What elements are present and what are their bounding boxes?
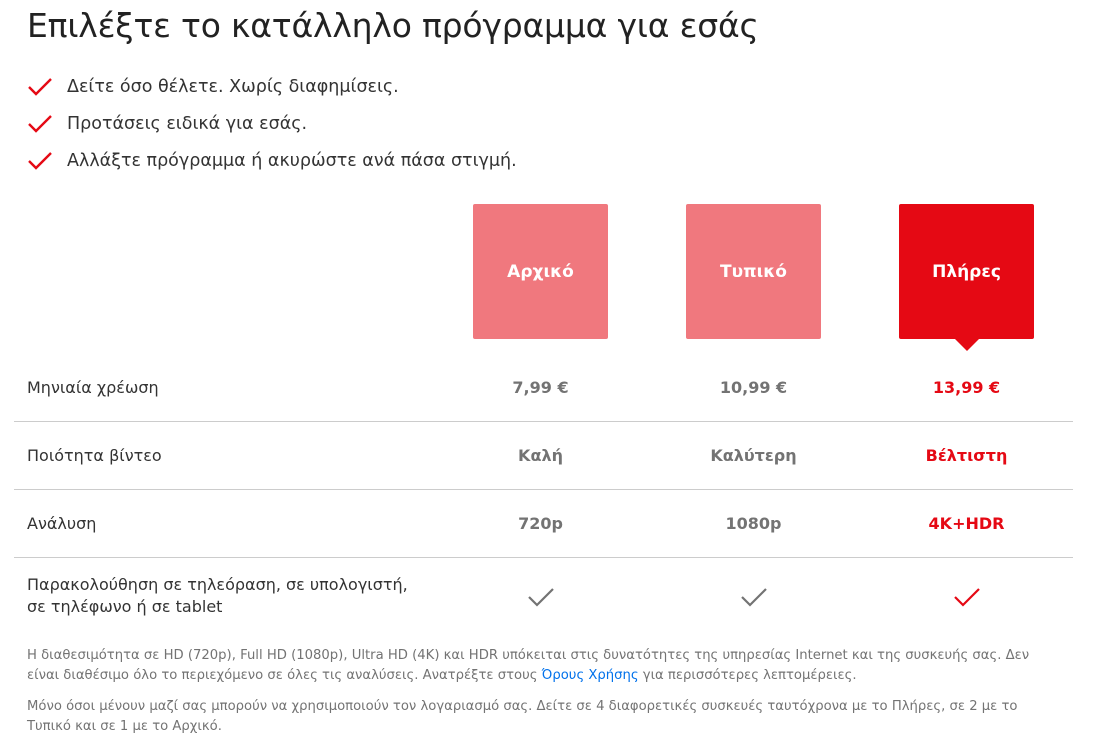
plan-name: Αρχικό xyxy=(507,261,574,282)
row-label: Μηνιαία χρέωση xyxy=(27,378,159,397)
terms-of-use-link[interactable]: Όρους Χρήσης xyxy=(541,668,639,683)
benefit-item: Αλλάξτε πρόγραμμα ή ακυρώστε ανά πάσα στ… xyxy=(27,142,517,179)
row-label-line-1: Παρακολούθηση σε τηλεόραση, σε υπολογιστ… xyxy=(27,575,408,594)
row-label: Ανάλυση xyxy=(27,514,97,533)
footnote-text: Η διαθεσιμότητα σε HD (720p), Full HD (1… xyxy=(27,648,1030,683)
checkmark-icon xyxy=(28,77,52,96)
benefit-text: Προτάσεις ειδικά για εσάς. xyxy=(67,113,308,134)
quality-basic: Καλή xyxy=(518,446,563,465)
checkmark-icon xyxy=(740,588,767,607)
comparison-row-price: Μηνιαία χρέωση 7,99 € 10,99 € 13,99 € xyxy=(14,354,1073,422)
benefit-item: Προτάσεις ειδικά για εσάς. xyxy=(27,105,517,142)
plan-name: Πλήρες xyxy=(932,261,1001,282)
devices-footnote: Μόνο όσοι μένουν μαζί σας μπορούν να χρη… xyxy=(27,699,1018,734)
plan-card-premium[interactable]: Πλήρες xyxy=(899,204,1034,339)
devices-premium xyxy=(899,586,1034,612)
price-premium: 13,99 € xyxy=(932,378,1001,397)
row-label: Ποιότητα βίντεο xyxy=(27,446,162,465)
row-label-line-2: σε τηλέφωνο ή σε tablet xyxy=(27,597,223,616)
page-title: Επιλέξτε το κατάλληλο πρόγραμμα για εσάς xyxy=(27,6,759,45)
benefits-list: Δείτε όσο θέλετε. Χωρίς διαφημίσεις. Προ… xyxy=(27,68,517,179)
price-basic: 7,99 € xyxy=(512,378,569,397)
plan-card-standard[interactable]: Τυπικό xyxy=(686,204,821,339)
benefit-text: Αλλάξτε πρόγραμμα ή ακυρώστε ανά πάσα στ… xyxy=(67,150,517,171)
quality-standard: Καλύτερη xyxy=(710,446,797,465)
plan-name: Τυπικό xyxy=(720,261,787,282)
comparison-row-resolution: Ανάλυση 720p 1080p 4K+HDR xyxy=(14,490,1073,558)
row-label: Παρακολούθηση σε τηλεόραση, σε υπολογιστ… xyxy=(27,574,408,618)
checkmark-icon xyxy=(953,588,980,607)
benefit-text: Δείτε όσο θέλετε. Χωρίς διαφημίσεις. xyxy=(67,76,399,97)
benefit-item: Δείτε όσο θέλετε. Χωρίς διαφημίσεις. xyxy=(27,68,517,105)
resolution-premium: 4K+HDR xyxy=(928,514,1005,533)
price-standard: 10,99 € xyxy=(719,378,788,397)
quality-premium: Βέλτιστη xyxy=(925,446,1008,465)
footnote-text: για περισσότερες λεπτομέρειες. xyxy=(638,668,857,683)
checkmark-icon xyxy=(28,114,52,133)
comparison-row-video-quality: Ποιότητα βίντεο Καλή Καλύτερη Βέλτιστη xyxy=(14,422,1073,490)
checkmark-icon xyxy=(28,151,52,170)
comparison-row-devices: Παρακολούθηση σε τηλεόραση, σε υπολογιστ… xyxy=(14,558,1073,628)
plan-card-basic[interactable]: Αρχικό xyxy=(473,204,608,339)
devices-standard xyxy=(686,586,821,612)
devices-basic xyxy=(473,586,608,612)
resolution-standard: 1080p xyxy=(725,514,782,533)
checkmark-icon xyxy=(527,588,554,607)
availability-footnote: Η διαθεσιμότητα σε HD (720p), Full HD (1… xyxy=(27,646,1047,686)
resolution-basic: 720p xyxy=(518,514,563,533)
